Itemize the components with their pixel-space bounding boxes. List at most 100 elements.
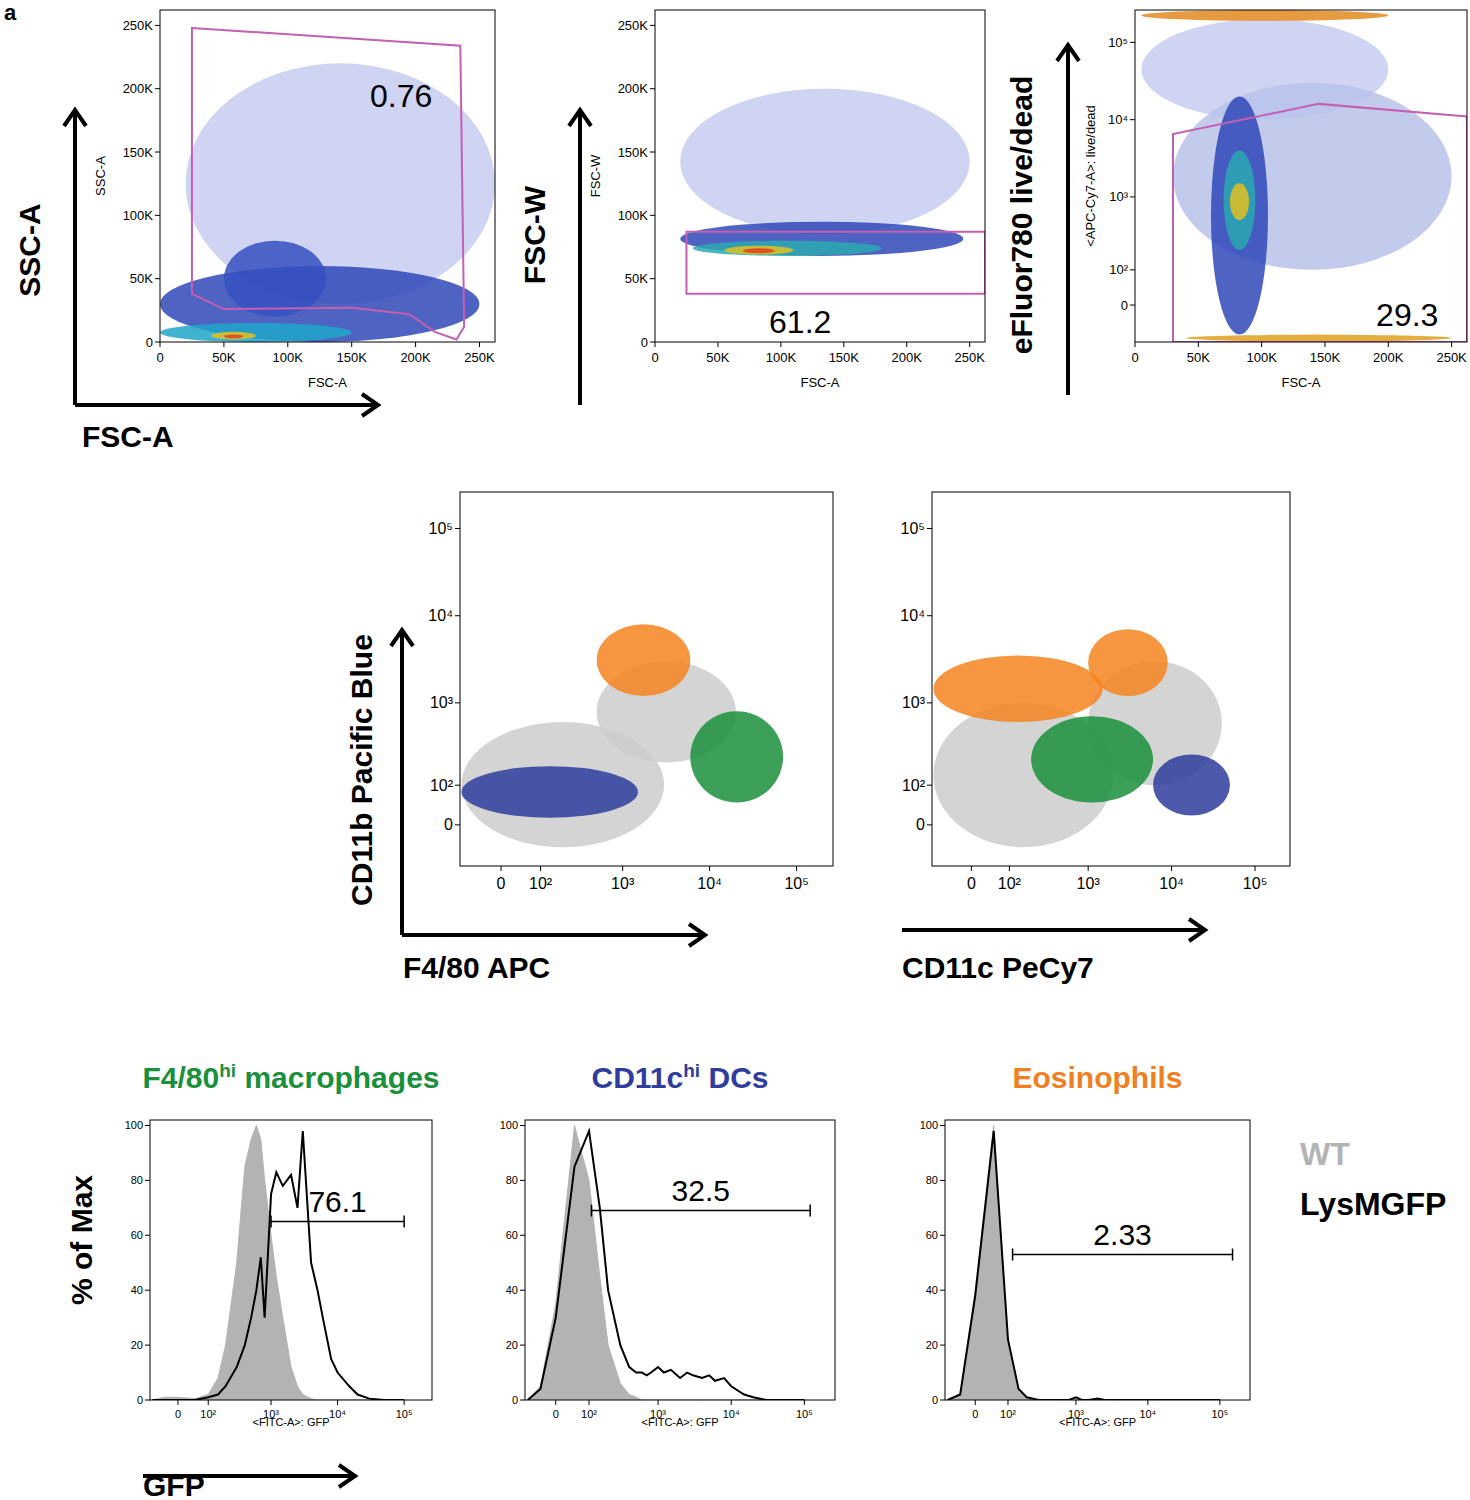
y-tick bbox=[145, 1235, 150, 1236]
y-tick bbox=[650, 25, 655, 26]
y-tick bbox=[1130, 119, 1135, 120]
gate-end bbox=[1012, 1249, 1014, 1261]
x-tick-label: 250K bbox=[464, 350, 495, 365]
population bbox=[1088, 629, 1168, 696]
y-tick-label: 100 bbox=[125, 1119, 143, 1131]
x-tick-label: 0 bbox=[156, 350, 163, 365]
x-tick bbox=[1007, 1400, 1008, 1405]
y-tick bbox=[145, 1125, 150, 1126]
y-tick bbox=[155, 88, 160, 89]
x-tick-label: 10⁴ bbox=[1159, 875, 1184, 892]
gate bbox=[1173, 104, 1467, 342]
y-tick bbox=[155, 152, 160, 153]
x-axis-title: <FITC-A>: GFP bbox=[252, 1416, 329, 1428]
histogram-line bbox=[948, 1131, 1220, 1400]
y-tick-label: 10² bbox=[430, 777, 454, 794]
population bbox=[690, 711, 783, 802]
x-tick bbox=[351, 342, 352, 347]
y-tick-label: 10⁵ bbox=[901, 520, 925, 537]
x-tick bbox=[223, 342, 224, 347]
x-tick bbox=[658, 1400, 659, 1405]
figure: a050K100K150K200K250K050K100K150K200K250… bbox=[0, 0, 1470, 1500]
y-tick bbox=[927, 824, 932, 825]
y-axis-label: % of Max bbox=[65, 1175, 98, 1305]
x-tick-label: 10² bbox=[1000, 1408, 1016, 1420]
y-tick-label: 40 bbox=[131, 1284, 143, 1296]
x-axis-title: <FITC-A>: GFP bbox=[1059, 1416, 1136, 1428]
population bbox=[1230, 183, 1249, 220]
plot-frame bbox=[655, 10, 985, 342]
x-tick-label: 10⁵ bbox=[1211, 1408, 1228, 1420]
y-tick bbox=[155, 215, 160, 216]
y-tick-label: 10³ bbox=[902, 694, 926, 711]
y-tick-label: 10⁴ bbox=[428, 607, 453, 624]
x-tick-label: 250K bbox=[955, 350, 986, 365]
x-tick bbox=[1255, 866, 1256, 871]
x-tick bbox=[479, 342, 480, 347]
y-tick bbox=[940, 1125, 945, 1126]
title-text: F4/80 bbox=[142, 1061, 219, 1094]
x-tick-label: 0 bbox=[967, 875, 976, 892]
histogram-area bbox=[948, 1125, 1220, 1400]
axis-arrow bbox=[402, 933, 705, 937]
x-tick bbox=[804, 1400, 805, 1405]
gate-bar bbox=[271, 1221, 404, 1223]
x-tick bbox=[655, 342, 656, 347]
x-tick bbox=[1075, 1400, 1076, 1405]
population bbox=[597, 624, 691, 696]
arrow-head bbox=[569, 110, 591, 126]
y-axis-label: FSC-W bbox=[518, 185, 551, 284]
y-tick-label: 60 bbox=[926, 1229, 938, 1241]
panel-label: a bbox=[4, 0, 17, 25]
x-axis-label: FSC-A bbox=[82, 420, 174, 453]
y-axis-label: CD11b Pacific Blue bbox=[345, 634, 378, 906]
x-tick bbox=[1147, 1400, 1148, 1405]
y-axis-title: <APC-Cy7-A>: live/dead bbox=[1083, 105, 1098, 247]
y-tick-label: 60 bbox=[506, 1229, 518, 1241]
x-tick-label: 100K bbox=[1246, 350, 1277, 365]
axis-arrow bbox=[1066, 45, 1070, 395]
plot-frame bbox=[1135, 10, 1467, 342]
y-tick-label: 0 bbox=[1121, 298, 1128, 313]
x-tick bbox=[287, 342, 288, 347]
x-tick-label: 10⁵ bbox=[1243, 875, 1267, 892]
x-tick-label: 0 bbox=[497, 875, 506, 892]
y-tick bbox=[520, 1400, 525, 1401]
x-tick bbox=[622, 866, 623, 871]
x-tick-label: 10⁴ bbox=[697, 875, 722, 892]
title-sup: hi bbox=[683, 1060, 700, 1081]
gate bbox=[686, 232, 985, 294]
y-tick bbox=[1130, 42, 1135, 43]
y-tick-label: 100K bbox=[123, 208, 154, 223]
y-tick bbox=[650, 278, 655, 279]
axis-arrow bbox=[73, 110, 77, 405]
y-axis-title: FSC-W bbox=[588, 154, 603, 197]
x-tick-label: 0 bbox=[972, 1408, 978, 1420]
legend-entry: WT bbox=[1300, 1136, 1350, 1172]
x-tick-label: 10⁵ bbox=[784, 875, 808, 892]
y-tick-label: 10⁴ bbox=[900, 607, 925, 624]
x-tick bbox=[1135, 342, 1136, 347]
population bbox=[461, 766, 638, 818]
plot-area bbox=[160, 28, 495, 342]
population bbox=[1031, 716, 1153, 802]
gate-end bbox=[270, 1216, 272, 1228]
y-tick bbox=[650, 152, 655, 153]
y-tick-label: 0 bbox=[137, 1394, 143, 1406]
histogram-line bbox=[152, 1131, 404, 1400]
gate bbox=[192, 28, 464, 340]
legend-entry: LysMGFP bbox=[1300, 1186, 1446, 1222]
y-axis-label: SSC-A bbox=[13, 203, 46, 296]
y-tick-label: 200K bbox=[618, 81, 649, 96]
y-tick bbox=[145, 1290, 150, 1291]
y-tick bbox=[455, 824, 460, 825]
population bbox=[724, 246, 793, 255]
arrow-head bbox=[689, 924, 705, 946]
plot-area bbox=[461, 624, 783, 847]
x-tick-label: 10⁴ bbox=[723, 1408, 740, 1420]
gate-label: 61.2 bbox=[769, 304, 831, 340]
arrow-head bbox=[391, 630, 413, 646]
title-sup: hi bbox=[219, 1060, 236, 1081]
gate-label: 2.33 bbox=[1093, 1218, 1151, 1251]
y-tick bbox=[520, 1180, 525, 1181]
